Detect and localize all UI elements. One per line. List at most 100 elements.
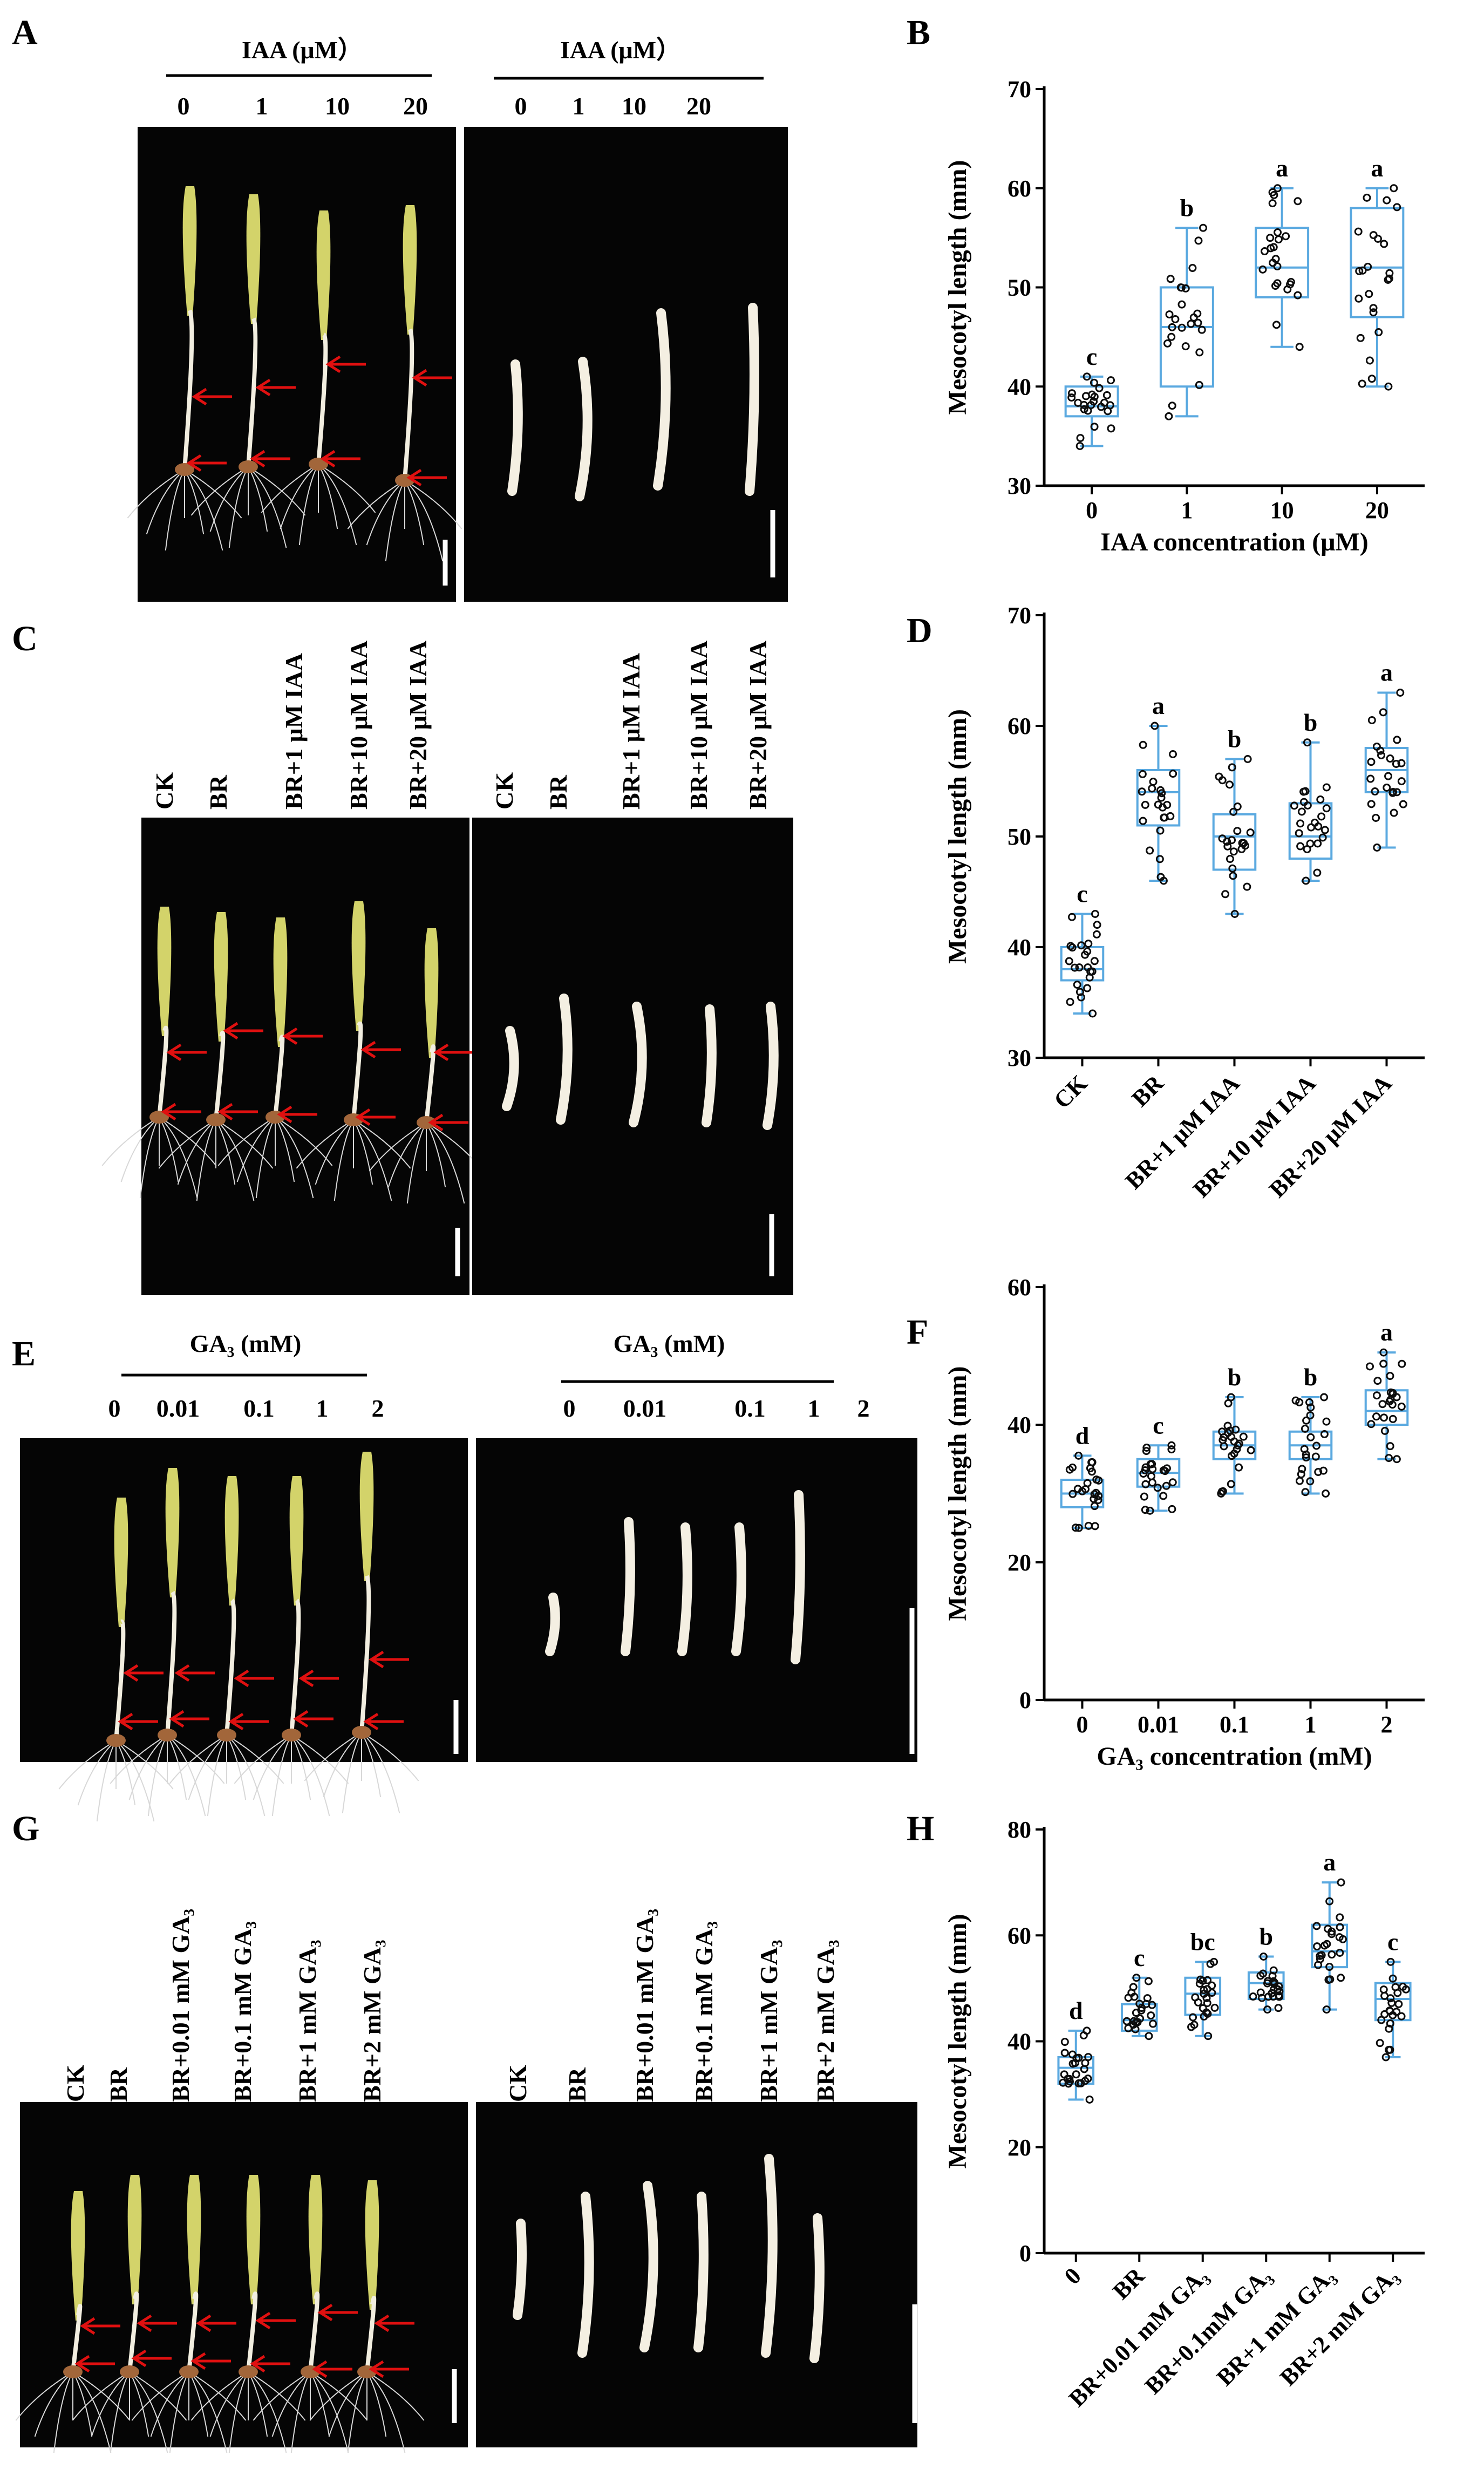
data-point (1372, 813, 1380, 822)
data-point (1226, 780, 1234, 789)
red-arrow (406, 468, 447, 487)
data-point (1217, 1487, 1226, 1496)
photo-panel-e (20, 1438, 468, 1762)
data-point (1296, 819, 1305, 828)
header-tick: BR+10 μM IAA (685, 641, 712, 810)
header-tick: BR+20 μM IAA (404, 641, 432, 810)
data-point (1166, 275, 1175, 283)
red-arrow (312, 2360, 352, 2378)
y-tick-label: 60 (1008, 713, 1031, 739)
x-tick-label: 1 (1305, 1711, 1317, 1738)
root (184, 469, 242, 519)
arrow-head (355, 1108, 371, 1126)
photo-header-a2: IAA (μM） 0 1 10 20 (494, 36, 764, 120)
iqr-box (1159, 286, 1214, 388)
significance-label: b (1259, 1923, 1273, 1950)
y-tick-label: 40 (1008, 2029, 1031, 2055)
data-point (1083, 984, 1092, 992)
coleoptile (214, 912, 228, 1042)
arrow-head (250, 2355, 266, 2373)
data-point (1301, 1488, 1310, 1497)
coleoptile (273, 917, 288, 1047)
arrow-head (374, 2314, 390, 2332)
data-point (1388, 1389, 1397, 1397)
red-arrow (228, 1712, 269, 1731)
arrow-head (277, 1105, 292, 1124)
box: a BR (1127, 692, 1181, 1112)
data-point (1336, 1923, 1344, 1931)
root (226, 1734, 266, 1817)
data-point (1228, 836, 1236, 845)
data-point (1151, 722, 1159, 730)
red-arrow (360, 1040, 401, 1059)
arrow-head (192, 387, 207, 406)
data-point (1165, 412, 1173, 420)
seed (179, 2365, 199, 2378)
header-tick: BR+2 mM GA₃ (812, 1940, 839, 2102)
root (347, 480, 405, 529)
box-plots: 30 40 50 60 70 Mesocotyl length (mm) IAA conce… (943, 76, 1425, 2412)
arrow-head (282, 1027, 298, 1045)
data-point (1381, 2053, 1390, 2062)
mesocotyl (351, 1021, 363, 1120)
red-arrow (250, 2355, 290, 2373)
data-point (1068, 943, 1077, 952)
data-point (1090, 957, 1099, 965)
data-point (1328, 1950, 1336, 1959)
data-point (1367, 716, 1376, 725)
seed (309, 458, 328, 471)
data-point (1322, 804, 1331, 813)
root (167, 1734, 225, 1784)
significance-label: a (1380, 659, 1393, 686)
mesocotyl (424, 1044, 436, 1123)
seed (282, 1729, 301, 1742)
box: d0 (1057, 1997, 1095, 2290)
data-point (1312, 1922, 1321, 1930)
data-point (1372, 742, 1381, 751)
header-tick: BR+0.1 mM GA₃ (690, 1921, 718, 2102)
data-point (1383, 783, 1391, 792)
data-point (1143, 1994, 1152, 2003)
data-point (1083, 372, 1091, 381)
significance-label: c (1153, 1411, 1163, 1439)
box: c BR (1107, 1944, 1158, 2304)
data-point (1290, 801, 1298, 810)
data-point (1275, 1991, 1283, 2000)
data-point (1380, 1426, 1389, 1435)
y-tick-label: 0 (1019, 2240, 1031, 2267)
arrow-head (228, 1712, 244, 1731)
data-point (1215, 772, 1223, 781)
data-point (1313, 868, 1322, 877)
red-arrow (363, 1712, 404, 1731)
arrow-head (369, 2360, 384, 2378)
y-tick-label: 0 (1019, 1687, 1031, 1713)
data-point (1383, 196, 1391, 205)
data-point (1139, 740, 1147, 749)
data-point (1169, 750, 1177, 758)
mesocotyl (182, 309, 194, 470)
red-arrow (118, 1712, 158, 1731)
data-point (1194, 236, 1203, 245)
red-arrow (131, 2349, 172, 2368)
data-point (1372, 1391, 1381, 1400)
panel-label-f: F (907, 1312, 928, 1352)
data-point (1068, 1489, 1077, 1498)
data-point (1146, 846, 1154, 855)
data-point (1398, 1359, 1406, 1368)
mesocotyl (114, 1619, 126, 1741)
excised-mesocotyl (745, 303, 759, 496)
data-point (1313, 1942, 1322, 1951)
excised-mesocotyl (731, 1522, 746, 1656)
excised-mesocotyl (809, 2213, 825, 2363)
red-arrow (223, 1022, 263, 1040)
data-point (1075, 963, 1084, 972)
data-point (1076, 434, 1085, 443)
arrow-head (433, 1043, 449, 1062)
data-point (1223, 1421, 1232, 1430)
data-point (1358, 266, 1367, 275)
data-point (1386, 754, 1394, 763)
coleoptile (365, 2180, 379, 2310)
box: c 0.01 (1136, 1411, 1181, 1738)
excised-mesocotyl (763, 1002, 779, 1130)
data-point (1367, 1420, 1376, 1429)
